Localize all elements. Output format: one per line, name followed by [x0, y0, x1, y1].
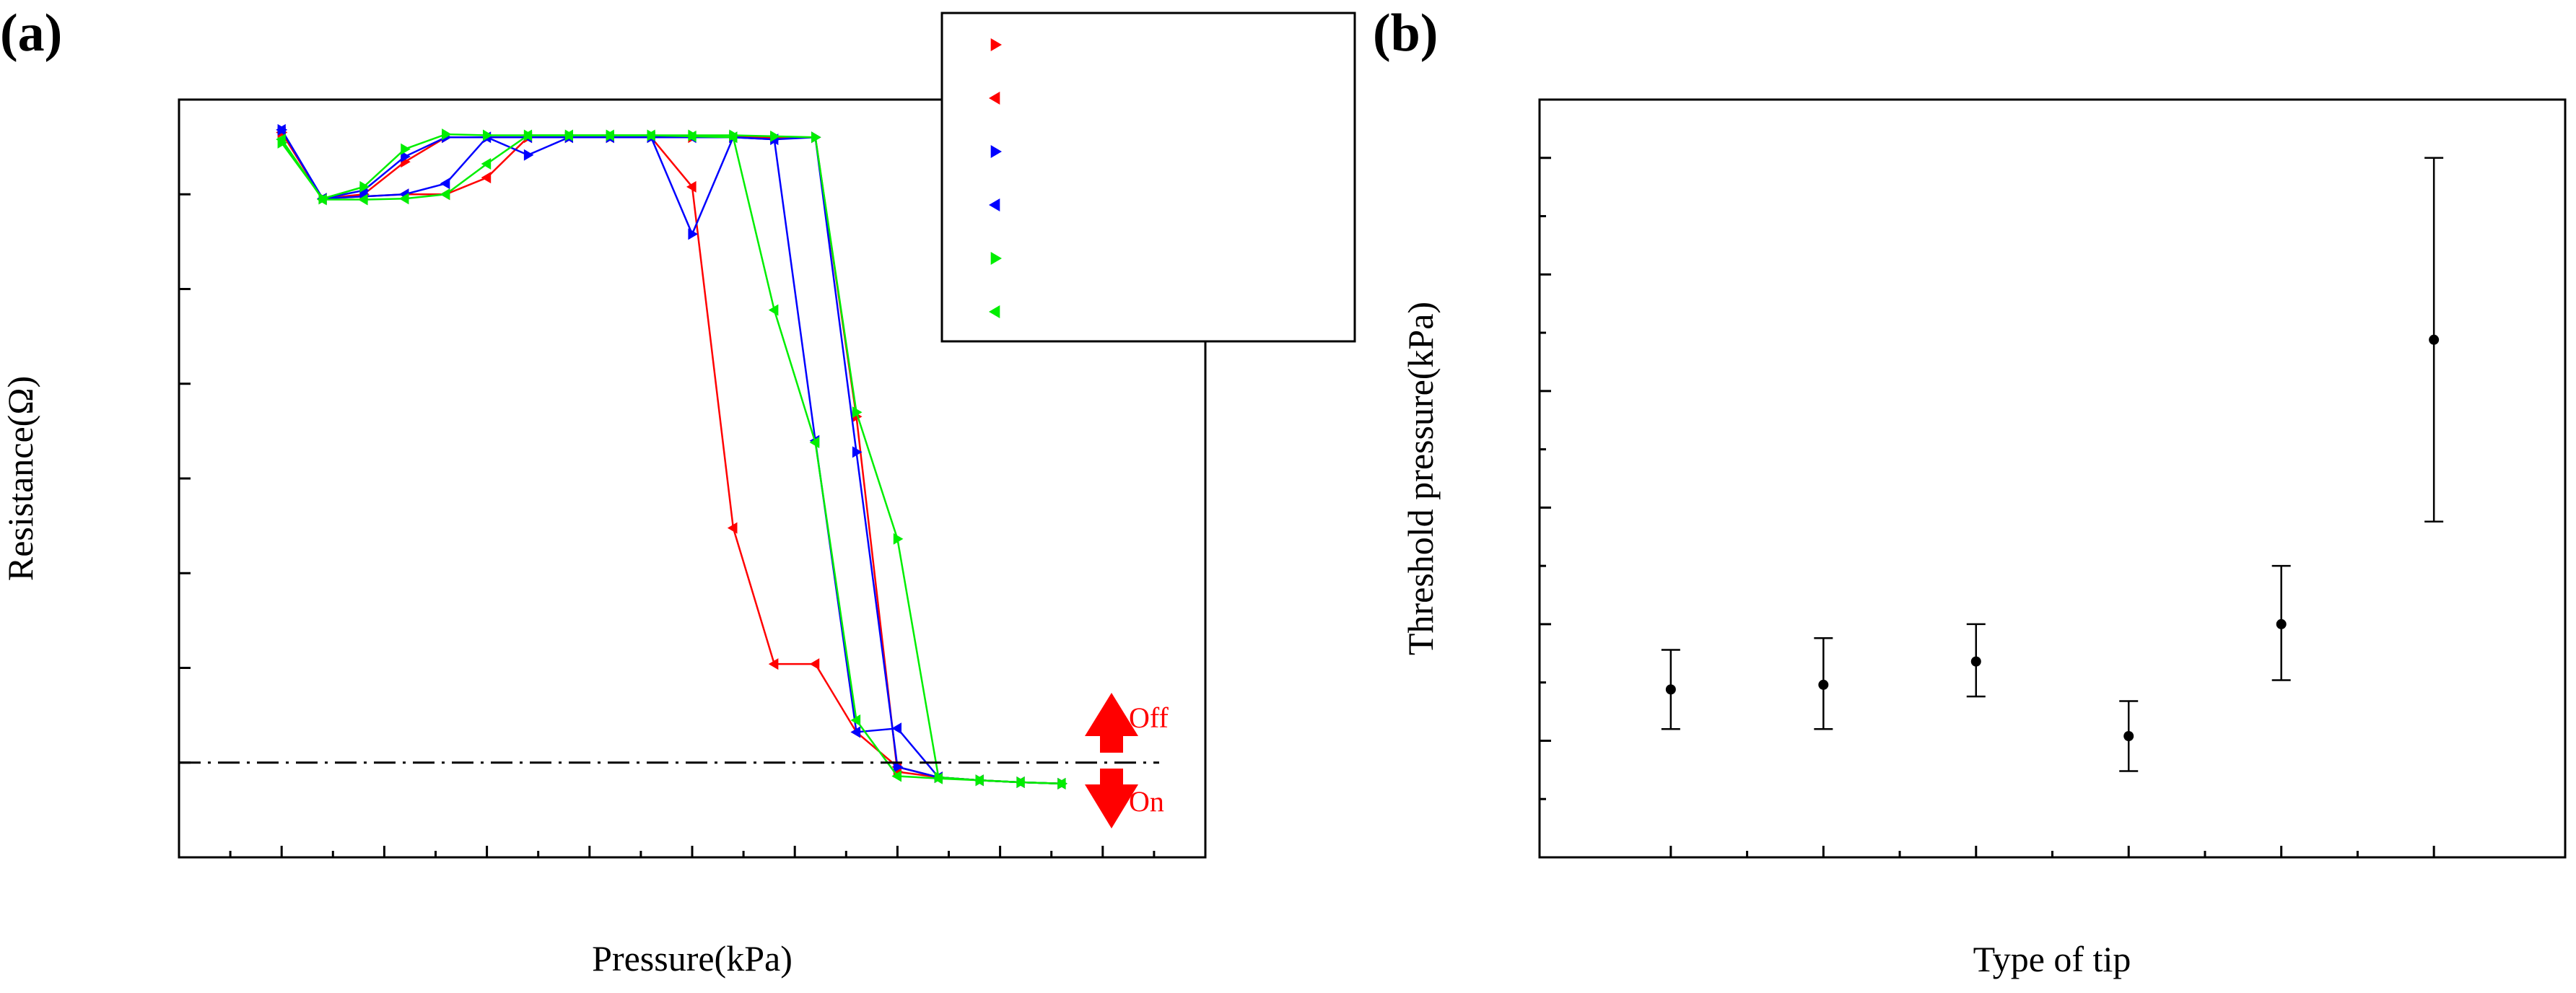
legend-marker — [990, 38, 1002, 51]
data-point — [401, 143, 411, 155]
data-point — [563, 129, 573, 141]
data-point — [440, 178, 450, 190]
x-ticks-a — [178, 846, 1207, 857]
x-axis-label-a: Pressure(kPa) — [592, 938, 793, 979]
on-label: On — [1129, 785, 1164, 818]
off-arrow: Off — [1085, 693, 1169, 753]
legend-marker — [989, 198, 1000, 211]
data-point — [1818, 679, 1829, 690]
legend-marker — [990, 145, 1002, 158]
plot-frame-b — [1538, 98, 2567, 859]
legend-marker — [989, 92, 1000, 105]
data-point — [1055, 777, 1066, 789]
data-point — [2123, 731, 2134, 741]
data-point — [276, 123, 286, 136]
data-point — [2429, 334, 2440, 345]
data-point — [686, 130, 697, 142]
legend-marker — [989, 305, 1000, 318]
x-ticks-b — [1669, 846, 2435, 857]
x-axis-label-b: Type of tip — [1973, 939, 2131, 979]
data-point — [811, 131, 821, 144]
series-line — [281, 129, 1062, 785]
data-point — [688, 228, 698, 240]
data-point — [768, 658, 779, 670]
data-point — [317, 193, 327, 206]
data-point — [359, 180, 370, 193]
y-ticks-b — [1540, 157, 1551, 859]
y-ticks-a — [179, 98, 191, 859]
data-point — [850, 726, 861, 738]
data-point — [1970, 656, 1981, 667]
data-point — [809, 437, 820, 449]
data-point — [770, 130, 780, 142]
legend — [940, 12, 1356, 343]
series-line — [281, 129, 1062, 785]
data-point — [2276, 618, 2287, 629]
data-point — [398, 193, 409, 205]
points-layer-b — [1661, 157, 2444, 772]
data-point — [727, 131, 738, 144]
data-point — [523, 149, 534, 161]
panel-a-label: (a) — [0, 4, 62, 63]
legend-entries — [989, 38, 1002, 318]
data-point — [974, 774, 984, 787]
data-point — [604, 129, 614, 141]
data-point — [686, 180, 697, 193]
data-point — [483, 129, 493, 141]
data-point — [893, 533, 904, 545]
down-arrow-icon — [1085, 769, 1138, 828]
data-point — [893, 761, 904, 773]
legend-box — [940, 12, 1356, 343]
data-point — [727, 522, 738, 534]
chart-b: Type of tip Threshold pressure(kPa) — [1400, 98, 2567, 979]
data-point — [850, 714, 861, 727]
on-arrow: On — [1085, 769, 1164, 828]
panel-b-label: (b) — [1373, 4, 1438, 63]
data-point — [481, 172, 492, 184]
up-arrow-icon — [1085, 693, 1138, 753]
data-point — [645, 129, 655, 141]
data-point — [852, 446, 863, 458]
data-point — [933, 772, 943, 784]
y-axis-label-b: Threshold pressure(kPa) — [1400, 302, 1441, 655]
series-line — [281, 134, 1062, 785]
data-point — [440, 188, 450, 201]
chart-a: Pressure(kPa) Resistance(Ω) Off On — [0, 12, 1356, 979]
data-point — [401, 151, 411, 163]
data-point — [891, 770, 901, 782]
data-point — [852, 406, 863, 419]
data-point — [1665, 684, 1676, 695]
legend-marker — [990, 252, 1002, 265]
data-point — [522, 129, 533, 141]
off-label: Off — [1129, 701, 1169, 734]
data-point — [1015, 776, 1025, 788]
data-point — [276, 134, 286, 146]
series-layer-a — [276, 123, 1067, 789]
y-axis-label-a: Resistance(Ω) — [0, 376, 40, 581]
data-point — [809, 658, 820, 670]
data-point — [481, 157, 492, 170]
data-point — [891, 722, 901, 735]
data-point — [442, 128, 452, 141]
data-point — [768, 304, 779, 316]
data-point — [357, 193, 368, 206]
